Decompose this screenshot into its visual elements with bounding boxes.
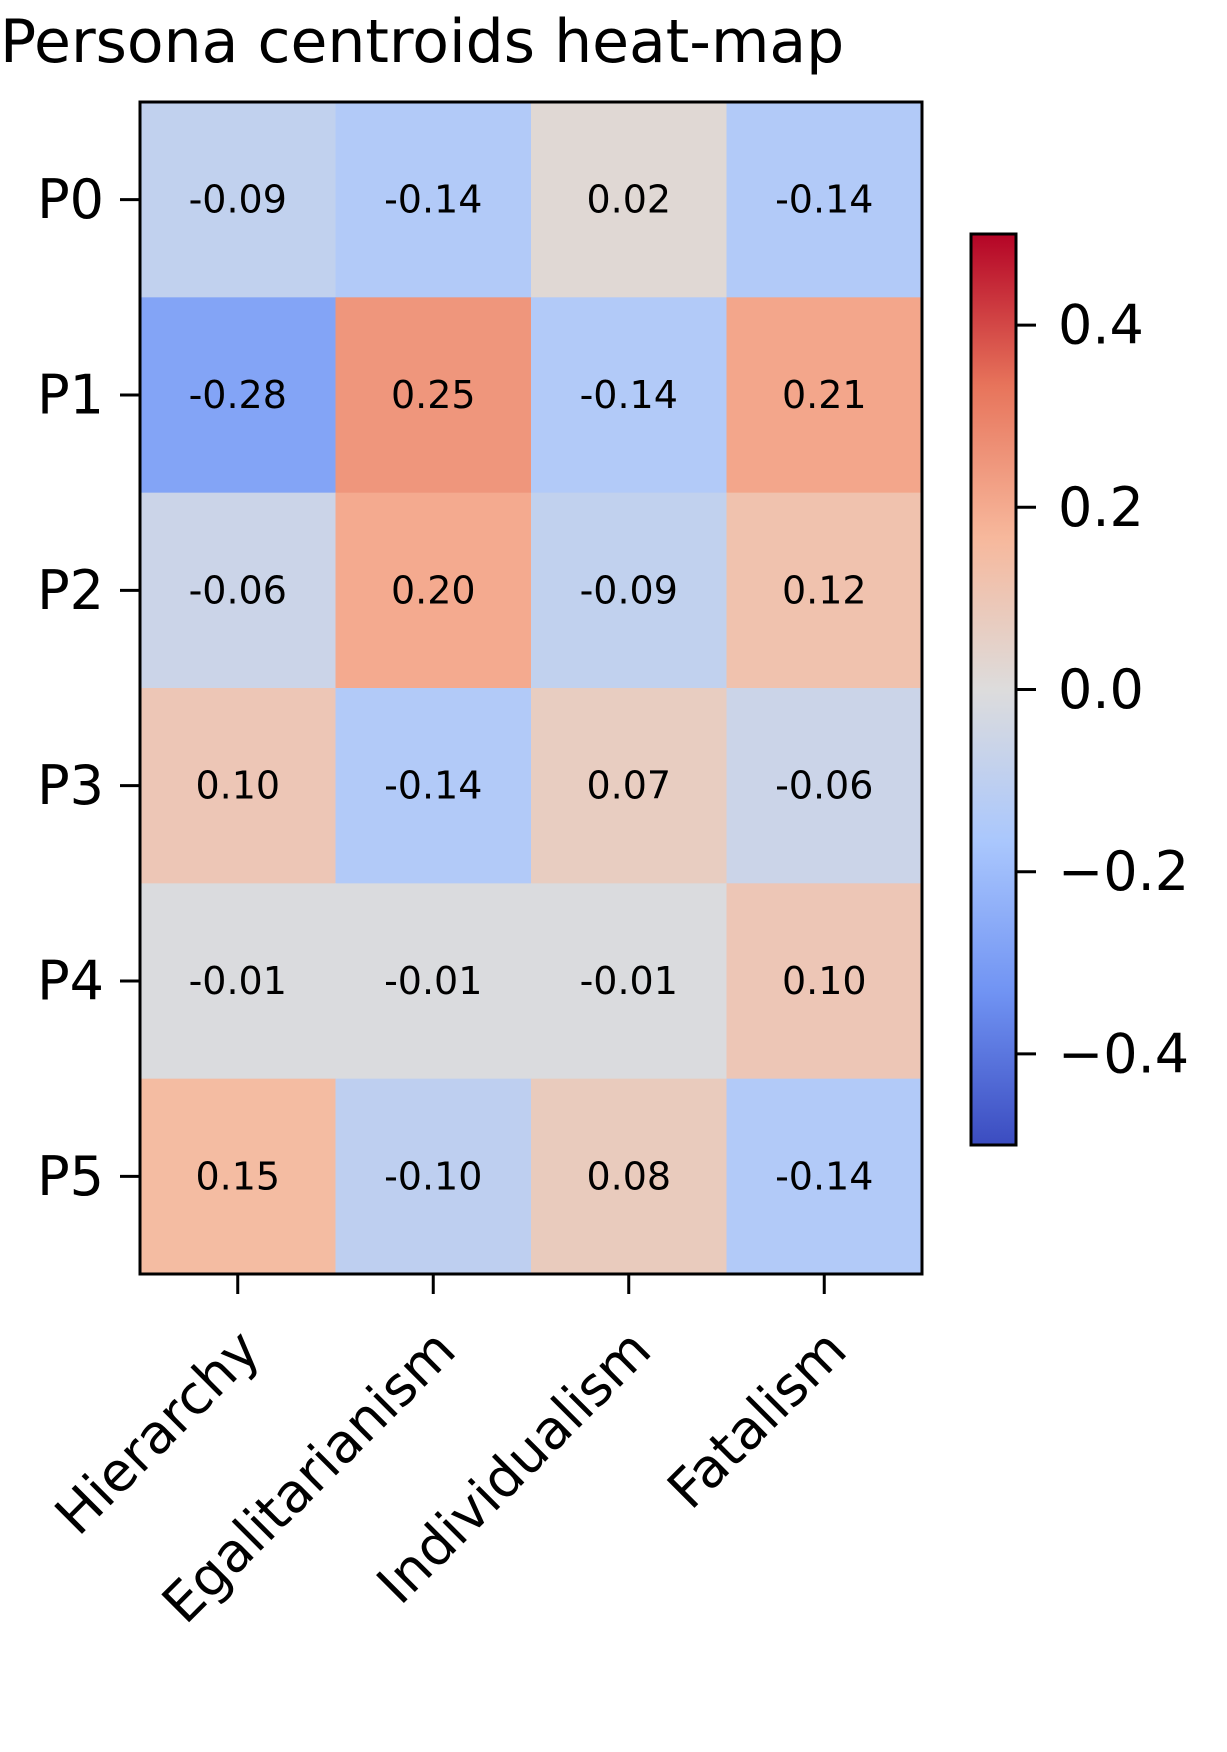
heatmap-cell-P2-Egalitarianism: [335, 492, 532, 689]
cell-value-label: -0.01: [580, 959, 678, 1003]
cell-value-label: 0.02: [586, 178, 671, 222]
heatmap-cell-P1-Hierarchy: [140, 297, 337, 494]
heatmap-cell-labels: -0.09 -0.14 0.02 -0.14 -0.28 0.25 -0.14 0.21 -0.…: [189, 178, 874, 1199]
heatmap-cell-P0-Egalitarianism: [335, 102, 532, 298]
cell-value-label: -0.10: [384, 1154, 482, 1198]
heatmap-cell-P1-Individualism: [531, 297, 728, 494]
heatmap-cell-P0-Fatalism: [726, 102, 923, 298]
colorbar-gradient: [969, 232, 1018, 1147]
cell-value-label: -0.14: [580, 373, 678, 417]
cell-value-label: -0.06: [775, 764, 873, 808]
colorbar: 0.4 0.2 0.0 −0.2 −0.4: [969, 232, 1189, 1147]
heatmap-cell-P4-Individualism: [531, 883, 728, 1080]
heatmap-cell-P3-Egalitarianism: [335, 688, 532, 884]
cell-value-label: 0.10: [782, 959, 867, 1003]
y-tick-label: P0: [37, 168, 104, 231]
heatmap-cell-P3-Hierarchy: [140, 688, 337, 884]
cell-value-label: 0.20: [391, 568, 476, 612]
cell-value-label: 0.10: [195, 764, 280, 808]
plot-frame: [138, 100, 924, 1276]
heatmap-cell-P0-Individualism: [531, 102, 728, 298]
heatmap-cell-P4-Fatalism: [726, 883, 923, 1080]
cell-value-label: -0.14: [384, 178, 482, 222]
heatmap-cell-P2-Hierarchy: [140, 492, 337, 689]
colorbar-ticks: 0.4 0.2 0.0 −0.2 −0.4: [1016, 294, 1189, 1085]
heatmap-cell-P0-Hierarchy: [140, 102, 337, 298]
heatmap-cell-P5-Egalitarianism: [335, 1078, 532, 1275]
heatmap-cell-P1-Egalitarianism: [335, 297, 532, 494]
cell-value-label: -0.01: [384, 959, 482, 1003]
cell-value-label: 0.15: [195, 1154, 280, 1198]
cell-value-label: -0.09: [189, 178, 287, 222]
heatmap-cell-P5-Fatalism: [726, 1078, 923, 1275]
heatmap-cells: [140, 102, 923, 1275]
cell-value-label: -0.09: [580, 568, 678, 612]
heatmap-cell-P5-Individualism: [531, 1078, 728, 1275]
colorbar-tick-label: −0.2: [1058, 840, 1189, 903]
heatmap-cell-P5-Hierarchy: [140, 1078, 337, 1275]
y-tick-label: P4: [37, 950, 104, 1013]
colorbar-tick-label: −0.4: [1058, 1022, 1189, 1085]
cell-value-label: -0.14: [775, 1154, 873, 1198]
cell-value-label: -0.06: [189, 568, 287, 612]
cell-value-label: -0.14: [384, 764, 482, 808]
cell-value-label: 0.08: [586, 1154, 671, 1198]
heatmap-cell-P2-Fatalism: [726, 492, 923, 689]
y-tick-label: P1: [37, 364, 104, 427]
cell-value-label: -0.14: [775, 178, 873, 222]
cell-value-label: -0.01: [189, 959, 287, 1003]
y-tick-label: P2: [37, 559, 104, 622]
y-tick-label: P3: [37, 754, 104, 817]
heatmap-cell-P2-Individualism: [531, 492, 728, 689]
cell-value-label: 0.12: [782, 568, 867, 612]
colorbar-tick-label: 0.0: [1058, 658, 1144, 721]
heatmap-cell-P3-Individualism: [531, 688, 728, 884]
cell-value-label: 0.21: [782, 373, 867, 417]
chart-title: Persona centroids heat-map: [0, 7, 844, 77]
colorbar-tick-label: 0.4: [1058, 294, 1144, 357]
heatmap-cell-P3-Fatalism: [726, 688, 923, 884]
colorbar-tick-label: 0.2: [1058, 476, 1144, 539]
heatmap-cell-P4-Egalitarianism: [335, 883, 532, 1080]
cell-value-label: 0.25: [391, 373, 476, 417]
x-tick-label: Fatalism: [655, 1318, 858, 1521]
heatmap-cell-P1-Fatalism: [726, 297, 923, 494]
x-axis: HierarchyEgalitarianismIndividualismFata…: [43, 1274, 859, 1635]
cell-value-label: -0.28: [189, 373, 287, 417]
heatmap-cell-P4-Hierarchy: [140, 883, 337, 1080]
cell-value-label: 0.07: [586, 764, 671, 808]
y-axis: P0 P1 P2 P3 P4 P5: [37, 168, 140, 1208]
y-tick-label: P5: [37, 1145, 104, 1208]
